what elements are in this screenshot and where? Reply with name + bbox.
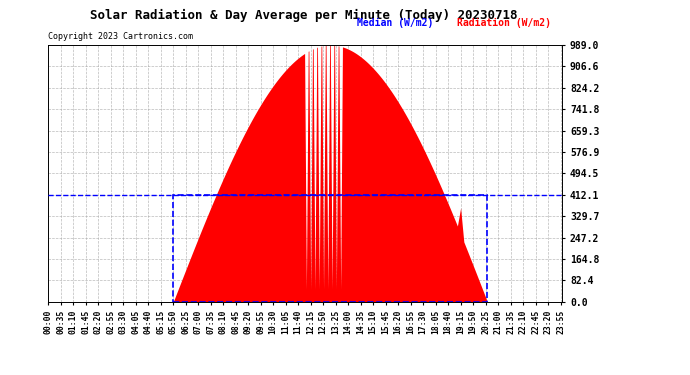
Text: Copyright 2023 Cartronics.com: Copyright 2023 Cartronics.com — [48, 32, 193, 41]
Text: Radiation (W/m2): Radiation (W/m2) — [457, 18, 551, 28]
Text: Solar Radiation & Day Average per Minute (Today) 20230718: Solar Radiation & Day Average per Minute… — [90, 9, 518, 22]
Text: Median (W/m2): Median (W/m2) — [357, 18, 433, 28]
